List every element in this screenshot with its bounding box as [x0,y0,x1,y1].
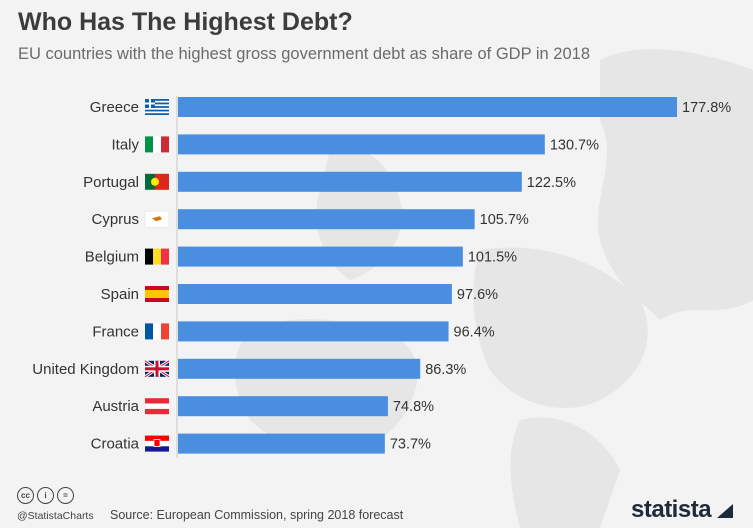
value-label: 177.8% [682,100,731,116]
category-label: Spain [101,286,139,303]
bar-row: Spain 97.6% [101,284,498,304]
austria-flag-icon [145,398,169,415]
bar[interactable] [178,97,677,117]
value-label: 73.7% [390,437,431,453]
bar[interactable] [178,246,463,267]
bar-row: France 96.4% [92,321,495,342]
bar[interactable] [178,134,545,155]
category-label: Italy [111,136,139,153]
category-label: United Kingdom [32,361,139,378]
value-label: 97.6% [457,287,498,303]
category-label: Greece [90,99,139,116]
category-label: Portugal [83,174,139,191]
value-label: 74.8% [393,399,434,415]
value-label: 86.3% [425,362,466,378]
twitter-handle[interactable]: @StatistaCharts [17,510,94,522]
cyprus-flag-icon [144,210,170,228]
bar[interactable] [178,433,385,454]
france-flag-icon [145,323,169,340]
bar[interactable] [178,209,475,230]
bar-row: Greece 177.8% [90,97,731,117]
portugal-flag-icon [145,173,169,190]
bar[interactable] [178,321,449,342]
nd-icon[interactable]: = [57,487,74,504]
bar-row: Portugal 122.5% [83,171,576,192]
bar[interactable] [178,358,421,379]
bar-row: Belgium 101.5% [85,246,517,267]
category-label: Cyprus [91,211,139,228]
spain-flag-icon [145,286,169,302]
category-label: Austria [92,398,139,415]
bar-row: United Kingdom 86.3% [32,358,466,379]
statista-mark-icon [717,504,734,518]
value-label: 130.7% [550,137,599,153]
value-label: 122.5% [527,175,576,191]
brand-name: statista [631,496,712,523]
chart-title: Who Has The Highest Debt? [18,8,353,36]
bar[interactable] [178,396,388,417]
value-label: 105.7% [480,212,529,228]
bar-row: Austria 74.8% [92,396,434,417]
italy-flag-icon [145,136,169,153]
bar[interactable] [178,284,452,304]
value-label: 96.4% [454,324,495,340]
statista-logo[interactable]: statista [631,496,735,524]
value-label: 101.5% [468,250,517,266]
croatia-flag-icon [145,435,169,452]
greece-flag-icon [145,99,169,115]
bar[interactable] [178,171,522,192]
belgium-flag-icon [145,248,169,265]
category-label: Belgium [85,249,139,266]
category-label: France [92,323,139,340]
license-icons: cc i = [17,487,74,504]
bar-row: Italy 130.7% [111,134,599,155]
chart-subtitle: EU countries with the highest gross gove… [18,45,591,63]
bar-row: Croatia 73.7% [91,433,431,454]
bar-row: Cyprus 105.7% [91,209,529,230]
cc-icon[interactable]: cc [17,487,34,504]
uk-flag-icon [144,359,170,379]
category-label: Croatia [91,436,140,453]
source-note: Source: European Commission, spring 2018… [110,508,404,522]
by-icon[interactable]: i [37,487,54,504]
